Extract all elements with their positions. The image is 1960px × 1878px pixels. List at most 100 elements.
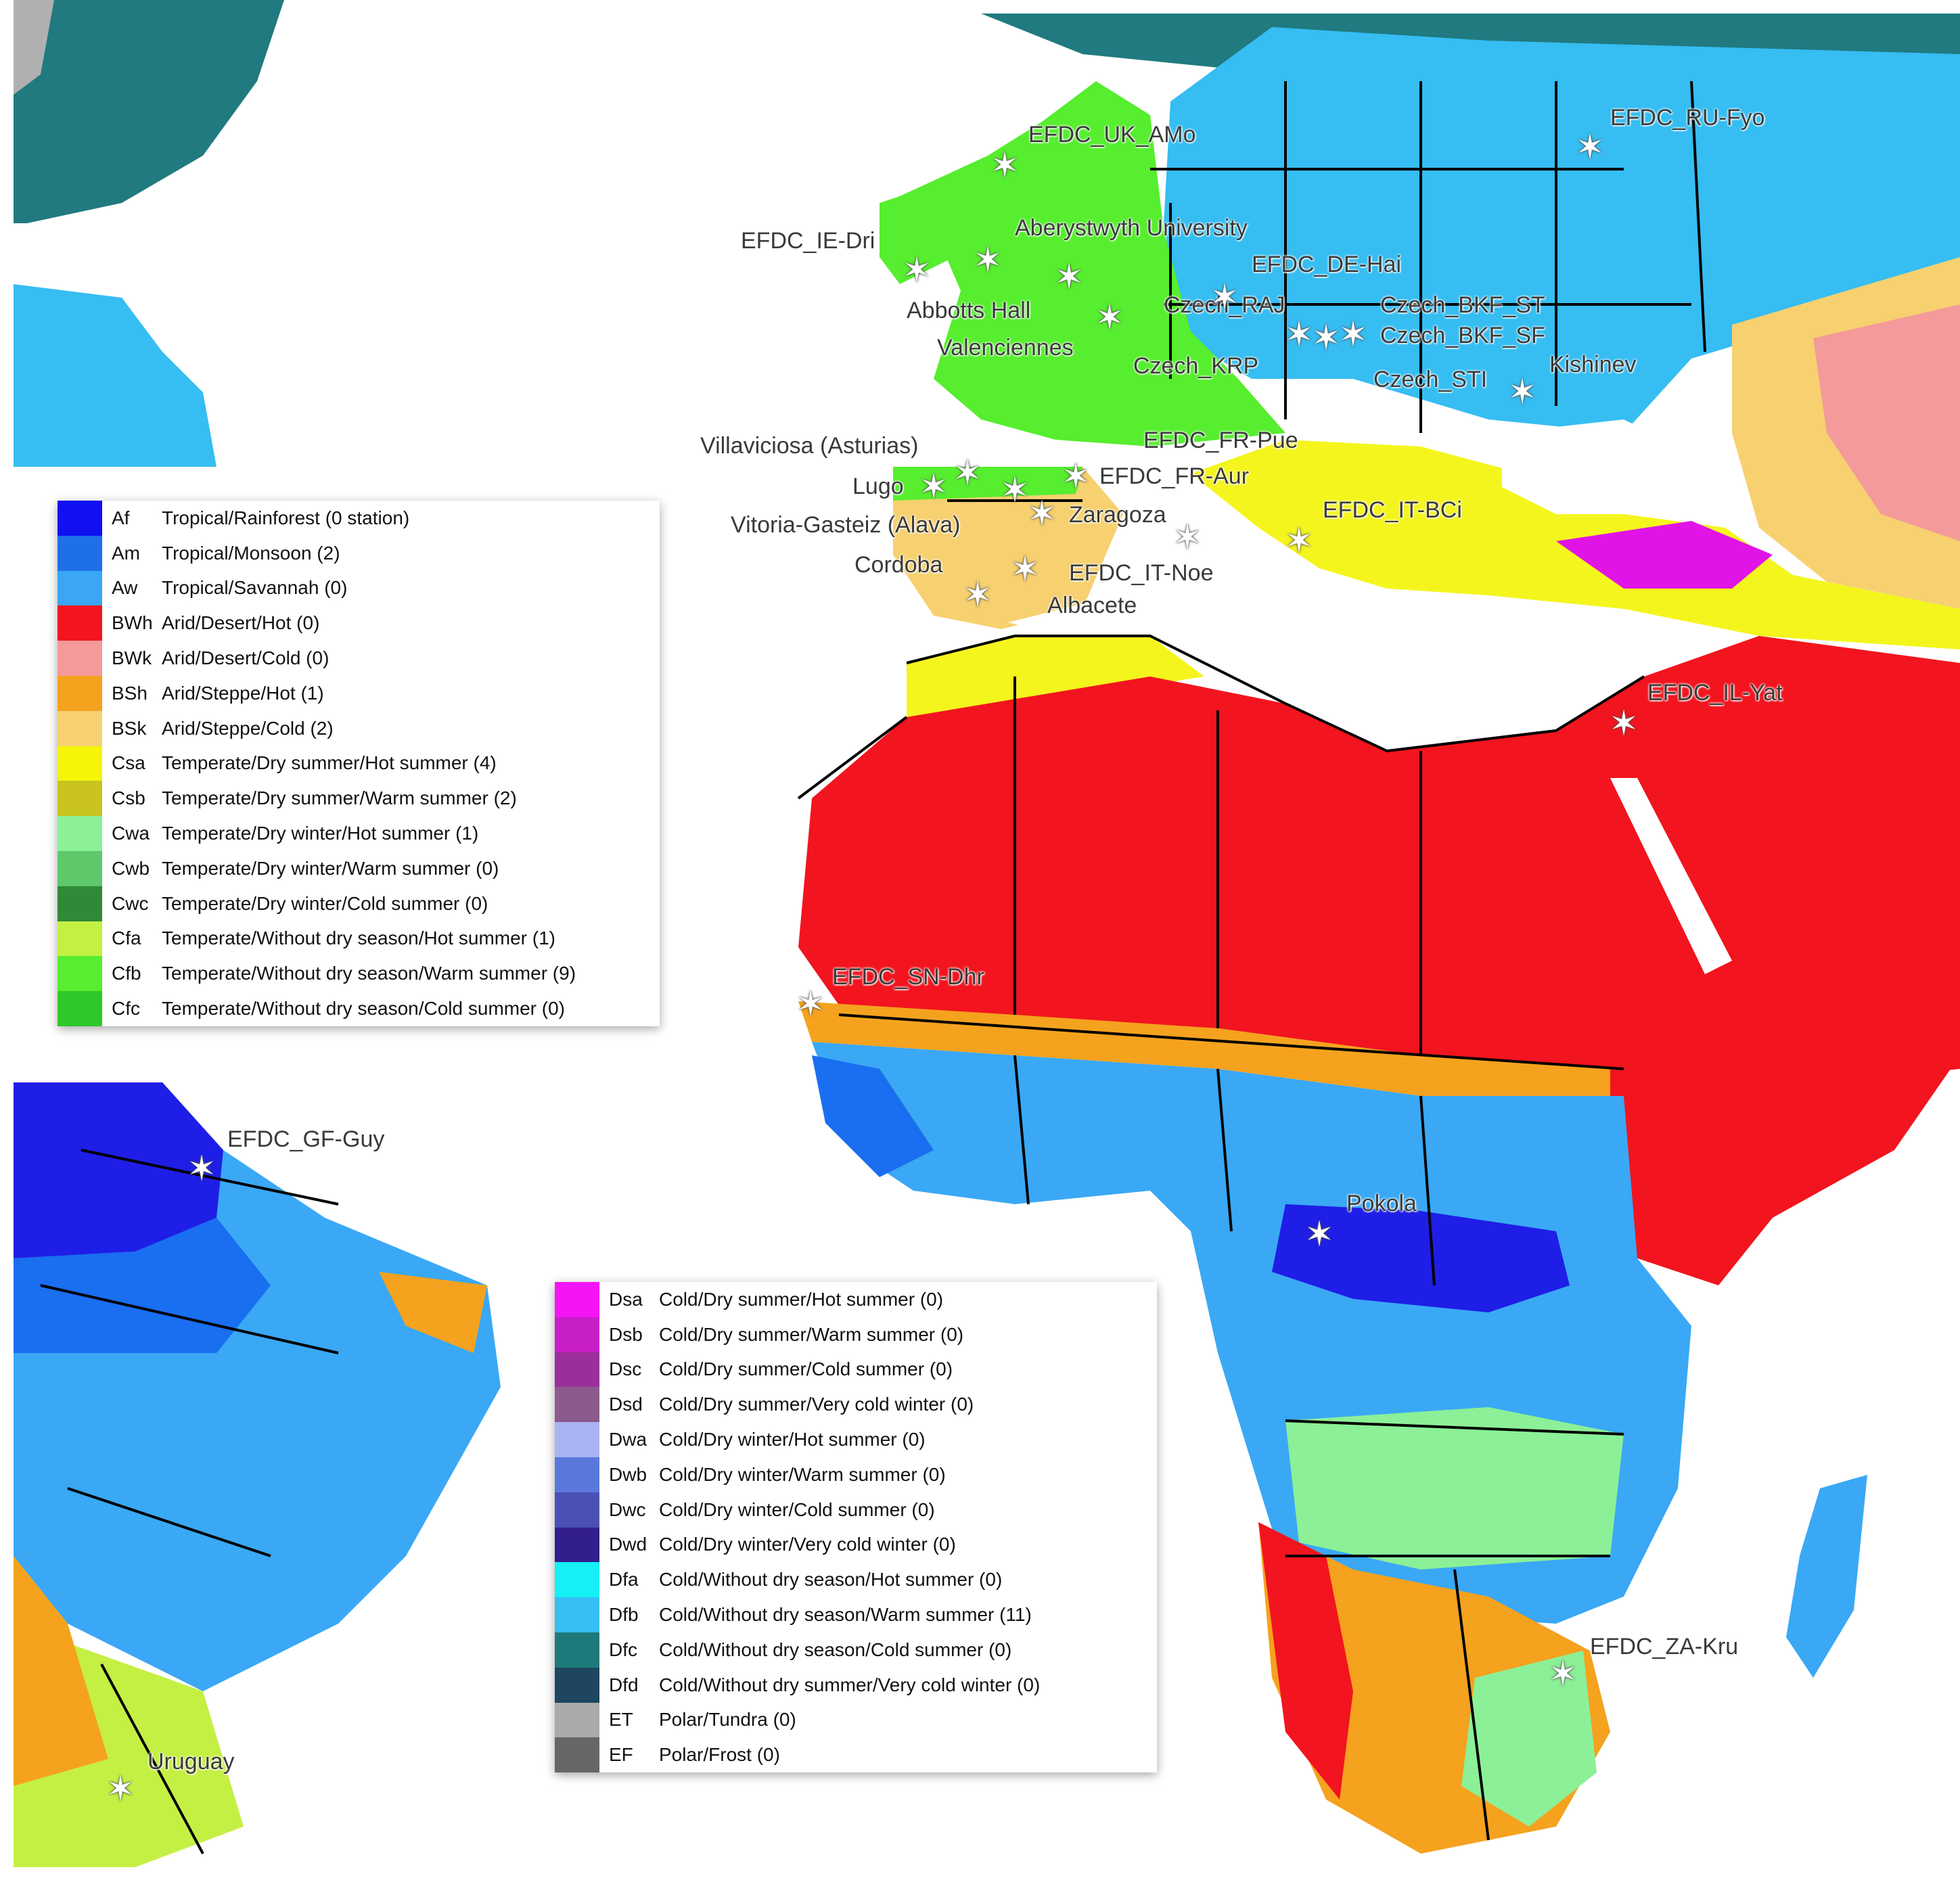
- site-label-czech-bkf-sf: Czech_BKF_SF: [1380, 323, 1545, 348]
- legend-label: Tropical/Monsoon (2): [162, 542, 340, 564]
- legend-label: Temperate/Dry summer/Hot summer (4): [162, 752, 497, 774]
- legend-label: Arid/Desert/Cold (0): [162, 647, 329, 669]
- north-africa-coast: [907, 636, 1204, 724]
- legend-cold-polar: Dsa Cold/Dry summer/Hot summer (0) Dsb Cold…: [555, 1282, 1157, 1773]
- legend-code: Dsd: [609, 1394, 643, 1415]
- legend-label: Temperate/Dry winter/Cold summer (0): [162, 892, 488, 914]
- legend-row: Csb Temperate/Dry summer/Warm summer (2): [58, 781, 660, 817]
- station-marker: ✶: [1575, 128, 1605, 167]
- legend-swatch: [58, 746, 102, 781]
- site-label-villaviciosa: Villaviciosa (Asturias): [700, 433, 919, 459]
- station-marker: ✶: [1027, 495, 1057, 534]
- site-label-il-yat: EFDC_IL-Yat: [1647, 680, 1783, 706]
- congo-rainforest: [1272, 1204, 1570, 1312]
- legend-label: Arid/Desert/Hot (0): [162, 612, 320, 634]
- legend-row: Dwb Cold/Dry winter/Warm summer (0): [555, 1457, 1157, 1492]
- amazon-rainforest: [14, 1082, 223, 1258]
- legend-row: Dfa Cold/Without dry season/Hot summer (0…: [555, 1562, 1157, 1598]
- site-label-czech-raj: Czech_RAJ: [1164, 292, 1285, 318]
- legend-label: Cold/Without dry season/Warm summer (11): [659, 1604, 1032, 1626]
- station-marker: ✶: [902, 251, 932, 290]
- station-marker: ✶: [796, 985, 825, 1024]
- legend-code: BWh: [112, 612, 153, 634]
- legend-row: BSk Arid/Steppe/Cold (2): [58, 710, 660, 746]
- legend-code: Dwd: [609, 1534, 647, 1555]
- legend-swatch: [58, 921, 102, 957]
- legend-row: BSh Arid/Steppe/Hot (1): [58, 675, 660, 711]
- sahara-region: [798, 636, 1960, 1082]
- country-borders: [40, 81, 1706, 1854]
- site-label-kishinev: Kishinev: [1549, 352, 1637, 377]
- legend-swatch: [58, 605, 102, 641]
- legend-swatch: [555, 1527, 599, 1563]
- legend-code: Dwc: [609, 1498, 646, 1520]
- legend-label: Temperate/Dry summer/Warm summer (2): [162, 787, 517, 809]
- legend-row: Cwa Temperate/Dry winter/Hot summer (1): [58, 816, 660, 851]
- legend-swatch: [555, 1457, 599, 1492]
- station-marker: ✶: [1304, 1215, 1334, 1254]
- legend-swatch: [58, 501, 102, 536]
- legend-row: Dfc Cold/Without dry season/Cold summer (…: [555, 1632, 1157, 1668]
- station-marker: ✶: [1095, 298, 1124, 338]
- station-marker: ✶: [1010, 550, 1040, 589]
- site-label-za-kru: EFDC_ZA-Kru: [1590, 1634, 1739, 1659]
- site-label-abbotts: Abbotts Hall: [907, 298, 1031, 323]
- legend-swatch: [58, 886, 102, 921]
- station-marker: ✶: [1054, 258, 1084, 297]
- legend-label: Arid/Steppe/Hot (1): [162, 682, 324, 704]
- legend-row: Dsb Cold/Dry summer/Warm summer (0): [555, 1316, 1157, 1352]
- legend-row: Cfb Temperate/Without dry season/Warm sum…: [58, 956, 660, 992]
- legend-swatch: [58, 850, 102, 886]
- legend-label: Cold/Dry summer/Warm summer (0): [659, 1323, 964, 1345]
- brazil-coast-steppe: [379, 1272, 487, 1353]
- station-marker: ✶: [1061, 457, 1091, 497]
- legend-row: EF Polar/Frost (0): [555, 1737, 1157, 1773]
- north-america-coast: [14, 284, 216, 467]
- site-label-albacete: Albacete: [1047, 593, 1137, 618]
- legend-swatch: [555, 1387, 599, 1423]
- station-marker: ✶: [187, 1149, 216, 1189]
- legend-code: Dfa: [609, 1569, 639, 1590]
- station-marker: ✶: [1284, 315, 1314, 354]
- legend-swatch: [58, 710, 102, 746]
- station-marker: ✶: [953, 454, 982, 493]
- legend-label: Cold/Without dry summer/Very cold winter…: [659, 1674, 1041, 1695]
- legend-code: BSh: [112, 682, 147, 704]
- site-label-czech-bkf-st: Czech_BKF_ST: [1380, 292, 1545, 318]
- legend-swatch: [555, 1597, 599, 1632]
- site-label-cordoba: Cordoba: [854, 552, 943, 578]
- legend-label: Temperate/Dry winter/Hot summer (1): [162, 823, 479, 844]
- site-label-uk-amo: EFDC_UK_AMo: [1028, 122, 1196, 147]
- west-coast-monsoon: [812, 1055, 934, 1177]
- legend-row: Cwc Temperate/Dry winter/Cold summer (0): [58, 886, 660, 921]
- legend-code: Cfb: [112, 963, 141, 984]
- legend-swatch: [555, 1667, 599, 1703]
- legend-code: Csb: [112, 787, 145, 809]
- legend-swatch: [58, 781, 102, 817]
- legend-label: Polar/Tundra (0): [659, 1709, 796, 1731]
- sahel-region: [798, 1001, 1691, 1096]
- western-europe-region: [900, 81, 1285, 446]
- station-marker: ✶: [973, 241, 1003, 280]
- legend-swatch: [58, 570, 102, 606]
- legend-label: Polar/Frost (0): [659, 1744, 780, 1766]
- legend-row: Cfc Temperate/Without dry season/Cold sum…: [58, 991, 660, 1026]
- mediterranean-sea: [1008, 562, 1624, 744]
- legend-swatch: [58, 956, 102, 992]
- site-label-vitoria: Vitoria-Gasteiz (Alava): [731, 512, 961, 538]
- legend-row: Am Tropical/Monsoon (2): [58, 535, 660, 571]
- site-label-czech-sti: Czech_STI: [1373, 367, 1488, 392]
- station-marker: ✶: [1000, 471, 1030, 510]
- legend-code: Am: [112, 542, 140, 564]
- legend-swatch: [58, 535, 102, 571]
- horn-of-africa-region: [1610, 1055, 1960, 1285]
- legend-code: EF: [609, 1744, 633, 1766]
- legend-swatch: [58, 641, 102, 676]
- station-marker: ✶: [1338, 315, 1368, 354]
- site-label-ru-fyo: EFDC_RU-Fyo: [1610, 105, 1765, 131]
- legend-swatch: [58, 675, 102, 711]
- legend-label: Arid/Steppe/Cold (2): [162, 717, 334, 739]
- red-sea: [1610, 778, 1732, 974]
- site-label-gf-guy: EFDC_GF-Guy: [227, 1126, 385, 1152]
- legend-row: Af Tropical/Rainforest (0 station): [58, 501, 660, 536]
